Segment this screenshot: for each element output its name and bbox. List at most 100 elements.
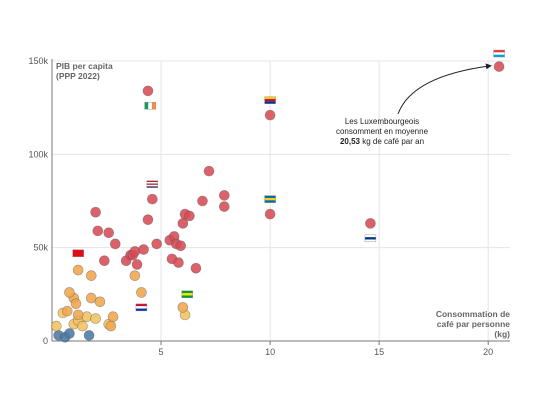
x-tick-label: 5 [159, 347, 164, 357]
data-point [72, 264, 84, 276]
x-axis-title: café par personne [437, 319, 510, 329]
flag-border [264, 96, 276, 104]
flag-stripe [72, 249, 84, 257]
data-point [197, 195, 208, 207]
annotation-value: 20,53 [340, 137, 361, 146]
flag-stripe [364, 234, 376, 238]
data-point [99, 255, 110, 267]
flag-border [264, 195, 276, 203]
flag-border [364, 234, 377, 243]
data-point [105, 320, 117, 332]
flag-stripe [148, 102, 152, 110]
data-point [129, 246, 141, 257]
flag-stripe [181, 293, 193, 296]
data-point [173, 257, 184, 268]
flag-border [181, 290, 193, 299]
y-tick-label: 150k [28, 56, 48, 66]
flag-stripe [135, 303, 147, 307]
flag-stripe [135, 308, 147, 311]
flag-stripe [493, 54, 505, 58]
flag-stripe [146, 184, 158, 187]
flag-stripe [364, 237, 376, 240]
data-point [81, 311, 93, 323]
data-point [493, 61, 505, 72]
data-point [190, 262, 202, 274]
data-point [264, 109, 276, 121]
data-points [51, 61, 505, 343]
flag-icon [364, 234, 377, 243]
x-tick-label: 15 [374, 347, 384, 357]
flag-stripe [364, 239, 376, 242]
flag-stripe [144, 102, 149, 110]
data-point [147, 193, 158, 205]
y-tick-label: 100k [28, 149, 48, 159]
data-point [51, 320, 62, 332]
y-axis-title: (PPP 2022) [56, 71, 100, 81]
data-point [103, 227, 115, 239]
grid [52, 60, 510, 341]
data-point [218, 201, 230, 212]
flag-stripe [264, 195, 276, 198]
x-tick-label: 20 [483, 347, 493, 357]
flag-icon [493, 49, 505, 58]
x-axis-title: Consommation de [436, 309, 510, 319]
data-point [131, 259, 143, 270]
flag-border [493, 49, 505, 58]
data-point [64, 287, 75, 298]
flag-icon [135, 303, 148, 312]
flag-border [144, 102, 156, 110]
data-point [64, 328, 75, 339]
flag-border [72, 249, 84, 257]
data-point [77, 320, 88, 332]
flag-icon [146, 180, 159, 188]
data-point [85, 270, 97, 281]
flag-icon [264, 96, 276, 104]
data-point [264, 208, 276, 220]
data-point [90, 206, 101, 218]
flag-icon [144, 102, 156, 110]
labels: 0 50k 100k 150k 5 10 15 20 PIB per capita(PPP 20… [28, 56, 510, 357]
flag-stripe [146, 180, 158, 183]
axes [51, 59, 510, 345]
data-point [61, 305, 73, 317]
data-point [177, 302, 189, 313]
flag-stripe [264, 197, 276, 201]
flag-stripe [151, 102, 156, 110]
data-point [151, 238, 162, 250]
data-point [72, 309, 84, 321]
data-point [218, 190, 230, 201]
data-point [142, 85, 154, 97]
data-point [129, 270, 141, 281]
flag-border [135, 303, 148, 312]
data-point [136, 287, 147, 298]
data-point [184, 210, 195, 222]
flag-icon [264, 195, 276, 203]
annotation-line-2: consomment en moyenne [336, 127, 429, 136]
y-tick-label: 50k [33, 243, 48, 253]
y-axis-title: PIB per capita [56, 61, 113, 71]
data-point [138, 244, 149, 255]
flag-stripe [146, 182, 158, 184]
annotation-arrow [397, 63, 492, 115]
data-point [94, 296, 106, 308]
flag-icon [72, 249, 84, 257]
data-point [109, 238, 121, 250]
flag-stripe [264, 99, 276, 102]
x-axis-title: (kg) [494, 329, 510, 339]
flag-stripe [181, 295, 193, 298]
data-point [203, 165, 215, 177]
flag-stripe [493, 50, 505, 53]
flag-icon [181, 290, 193, 299]
data-point [107, 311, 119, 323]
flag-stripe [264, 200, 276, 203]
flag-stripe [146, 186, 158, 188]
annotation-line-1: Les Luxembourgeois [345, 117, 419, 126]
annotation-unit: kg de café par an [360, 137, 424, 146]
flag-border [146, 180, 159, 188]
data-point [142, 214, 154, 225]
flag-stripe [493, 52, 505, 55]
flag-stripe [135, 306, 147, 309]
x-tick-label: 10 [265, 347, 275, 357]
country-flags [72, 49, 505, 312]
flag-stripe [264, 101, 276, 104]
